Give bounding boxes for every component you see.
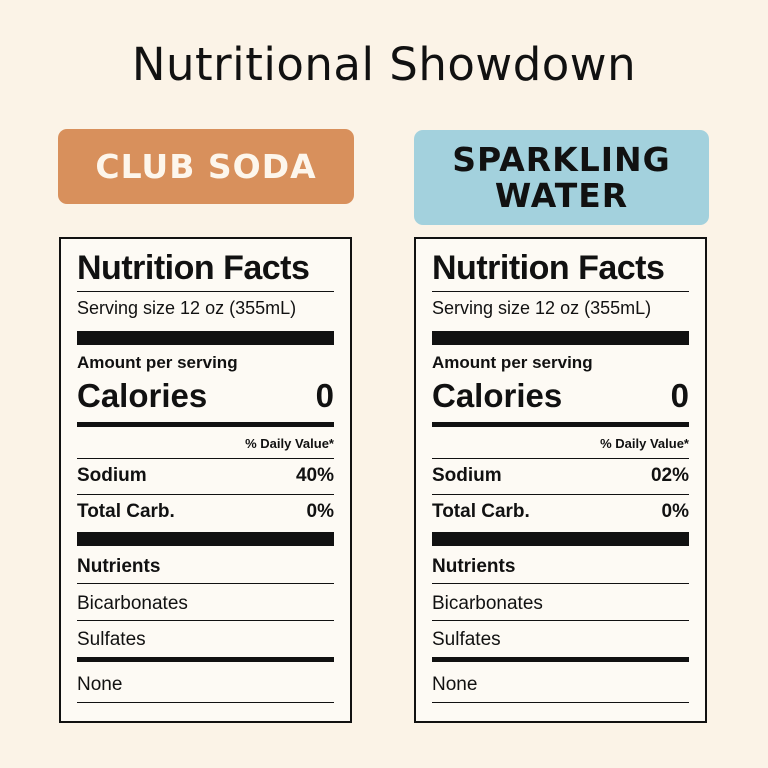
sodium-value: 02% [650, 465, 689, 486]
thick-divider [77, 331, 334, 345]
sodium-value: 40% [295, 465, 334, 486]
nutrients-header: Nutrients [77, 556, 161, 577]
club-soda-badge: CLUB SODA [58, 129, 354, 204]
sodium-row: Sodium 02% [432, 465, 689, 487]
sparkling-water-badge: SPARKLING WATER [414, 130, 709, 225]
divider [77, 620, 334, 621]
thick-divider [432, 331, 689, 345]
amount-per-serving: Amount per serving [77, 353, 238, 372]
divider [432, 494, 689, 495]
thick-divider [77, 532, 334, 546]
footer-text: None [432, 674, 478, 695]
total-carb-label: Total Carb. [432, 501, 530, 522]
divider [77, 702, 334, 703]
nutrition-facts-title: Nutrition Facts [432, 249, 665, 287]
sodium-label: Sodium [432, 465, 502, 486]
sparkling-water-nutrition-label: Nutrition Facts Serving size 12 oz (355m… [414, 237, 707, 723]
divider [432, 583, 689, 584]
nutrient-item: Bicarbonates [77, 593, 188, 614]
nutrition-facts-title: Nutrition Facts [77, 249, 310, 287]
amount-per-serving: Amount per serving [432, 353, 593, 372]
total-carb-label: Total Carb. [77, 501, 175, 522]
serving-size: Serving size 12 oz (355mL) [432, 298, 652, 318]
total-carb-value: 0% [306, 501, 334, 522]
club-soda-nutrition-label: Nutrition Facts Serving size 12 oz (355m… [59, 237, 352, 723]
medium-divider [77, 422, 334, 427]
thick-divider [432, 532, 689, 546]
nutrient-item: Bicarbonates [432, 593, 543, 614]
total-carb-row: Total Carb. 0% [432, 501, 689, 523]
nutrient-item: Sulfates [432, 629, 501, 650]
nutrients-header: Nutrients [432, 556, 516, 577]
divider [77, 583, 334, 584]
medium-divider [432, 422, 689, 427]
divider [77, 458, 334, 459]
divider [432, 620, 689, 621]
calories-row: Calories 0 [77, 376, 334, 416]
calories-row: Calories 0 [432, 376, 689, 416]
medium-divider [77, 657, 334, 662]
serving-size: Serving size 12 oz (355mL) [77, 298, 297, 318]
footer-text: None [77, 674, 123, 695]
daily-value-header: % Daily Value* [600, 436, 689, 451]
divider [432, 291, 689, 292]
sodium-label: Sodium [77, 465, 147, 486]
total-carb-value: 0% [661, 501, 689, 522]
divider [77, 494, 334, 495]
calories-label: Calories [77, 377, 208, 414]
total-carb-row: Total Carb. 0% [77, 501, 334, 523]
calories-label: Calories [432, 377, 563, 414]
daily-value-header: % Daily Value* [245, 436, 334, 451]
page-title: Nutritional Showdown [131, 38, 637, 91]
calories-value: 0 [315, 377, 334, 414]
divider [77, 291, 334, 292]
medium-divider [432, 657, 689, 662]
calories-value: 0 [670, 377, 689, 414]
divider [432, 702, 689, 703]
divider [432, 458, 689, 459]
nutrient-item: Sulfates [77, 629, 146, 650]
sodium-row: Sodium 40% [77, 465, 334, 487]
